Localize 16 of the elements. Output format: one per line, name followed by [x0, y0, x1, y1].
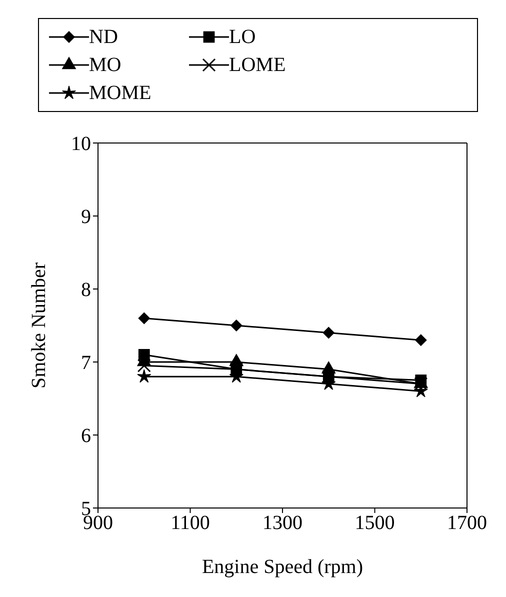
y-tick-label: 7: [81, 352, 91, 374]
y-tick-label: 9: [81, 206, 91, 228]
legend-label: LO: [229, 26, 256, 48]
x-tick-label: 1100: [170, 512, 210, 534]
x-tick-label: 1300: [262, 512, 302, 534]
x-axis-title: Engine Speed (rpm): [202, 556, 364, 578]
legend-label: MO: [89, 54, 122, 76]
x-tick-label: 1500: [354, 512, 395, 534]
y-axis-title: Smoke Number: [28, 262, 50, 389]
x-tick-label: 1700: [447, 512, 487, 534]
legend-label: MOME: [89, 82, 152, 104]
legend-label: LOME: [229, 54, 286, 76]
y-tick-label: 6: [81, 425, 91, 448]
legend-label: ND: [89, 26, 118, 48]
y-tick-label: 10: [71, 133, 91, 156]
y-tick-label: 8: [81, 279, 91, 302]
